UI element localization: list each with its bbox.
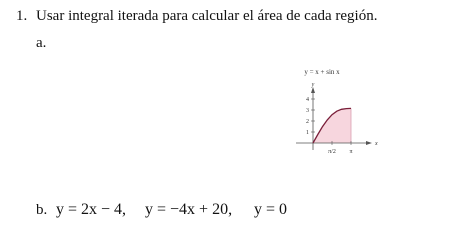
x-tick-label: π xyxy=(349,149,352,155)
y-arrow xyxy=(311,87,315,93)
y-tick-label: 2 xyxy=(306,119,309,125)
figure: y = x + sin x y x 1 2 3 4 π/2 π xyxy=(296,68,378,155)
page: 1. Usar integral iterada para calcular e… xyxy=(16,8,378,218)
curve xyxy=(312,107,352,144)
x-arrow xyxy=(366,141,372,145)
equation: y = −4x + 20, xyxy=(145,201,233,218)
y-tick-label: 4 xyxy=(306,97,309,103)
y-tick-label: 1 xyxy=(306,130,309,136)
caption: y = x + sin x xyxy=(304,68,340,76)
y-tick-label: 3 xyxy=(306,108,309,114)
part-label: b. xyxy=(36,202,48,218)
x-tick-label: π/2 xyxy=(328,149,336,155)
part-label: a. xyxy=(36,35,47,51)
ticks xyxy=(311,98,352,145)
shaded-region xyxy=(313,108,351,143)
problem-number: 1. xyxy=(16,8,28,24)
equation: y = 2x − 4, xyxy=(56,201,127,218)
equation: y = 0 xyxy=(254,201,288,218)
x-label: x xyxy=(374,141,378,147)
y-label: y xyxy=(311,82,315,88)
problem-statement: Usar integral iterada para calcular el á… xyxy=(36,8,378,24)
